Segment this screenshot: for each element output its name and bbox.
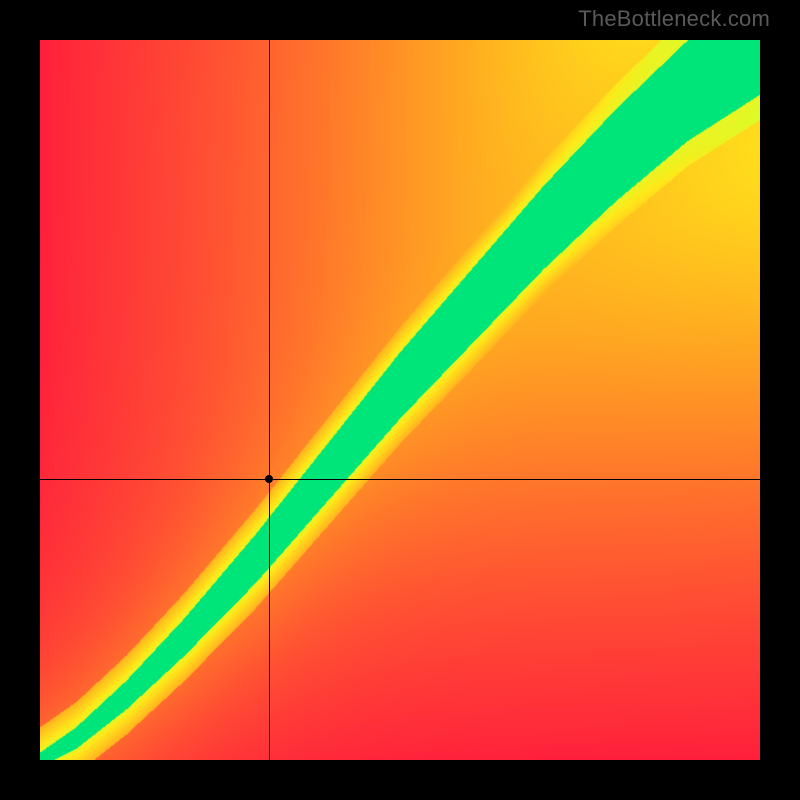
crosshair-horizontal — [40, 479, 760, 480]
marker-dot — [265, 475, 273, 483]
watermark-text: TheBottleneck.com — [578, 6, 770, 32]
heatmap-plot-area — [40, 40, 760, 760]
heatmap-canvas — [40, 40, 760, 760]
crosshair-vertical — [269, 40, 270, 760]
